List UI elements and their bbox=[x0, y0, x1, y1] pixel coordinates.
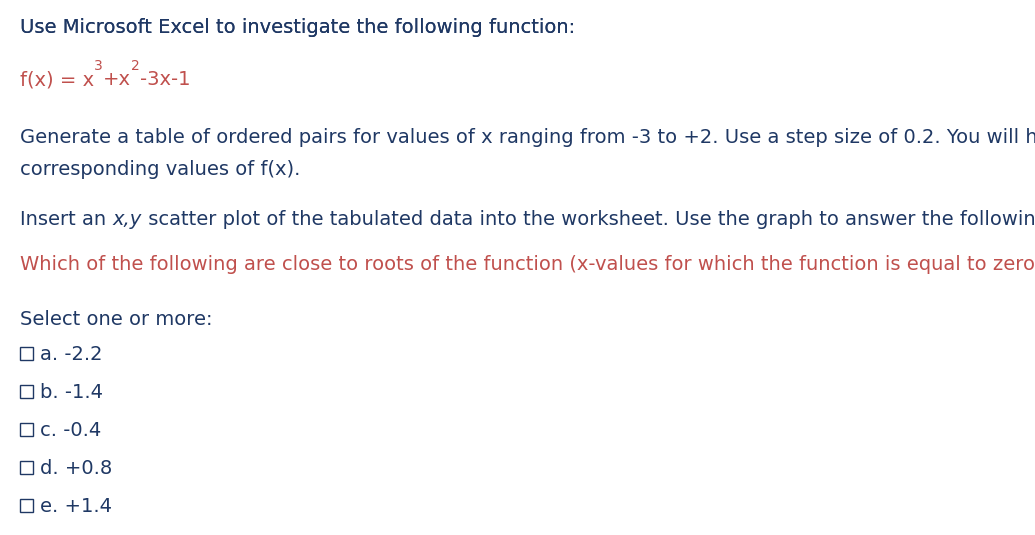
Text: x,y: x,y bbox=[113, 210, 142, 229]
Bar bbox=[20, 347, 33, 360]
Text: Use Microsoft Excel to investigate the following function:: Use Microsoft Excel to investigate the f… bbox=[20, 18, 575, 37]
Text: corresponding values of f(x).: corresponding values of f(x). bbox=[20, 160, 300, 179]
Text: scatter plot of the tabulated data into the worksheet. Use the graph to answer t: scatter plot of the tabulated data into … bbox=[142, 210, 1035, 229]
Bar bbox=[20, 499, 33, 512]
Text: Which of the following are close to roots of the function (x-values for which th: Which of the following are close to root… bbox=[20, 255, 1035, 274]
Text: b. -1.4: b. -1.4 bbox=[40, 383, 104, 402]
Text: f(x) = x: f(x) = x bbox=[20, 70, 94, 89]
Bar bbox=[20, 385, 33, 398]
Text: d. +0.8: d. +0.8 bbox=[40, 459, 112, 478]
Text: Insert an: Insert an bbox=[20, 210, 113, 229]
Text: -3x-1: -3x-1 bbox=[140, 70, 190, 89]
Text: +x: +x bbox=[102, 70, 130, 89]
Text: c. -0.4: c. -0.4 bbox=[40, 421, 101, 440]
Text: Select one or more:: Select one or more: bbox=[20, 310, 212, 329]
Bar bbox=[20, 423, 33, 436]
Text: Generate a table of ordered pairs for values of x ranging from -3 to +2. Use a s: Generate a table of ordered pairs for va… bbox=[20, 128, 1035, 147]
Text: e. +1.4: e. +1.4 bbox=[40, 497, 112, 516]
Text: 3: 3 bbox=[94, 58, 102, 73]
Text: a. -2.2: a. -2.2 bbox=[40, 345, 102, 364]
Text: 2: 2 bbox=[130, 58, 140, 73]
Bar bbox=[20, 461, 33, 474]
Text: Use Microsoft Excel to investigate the following function:: Use Microsoft Excel to investigate the f… bbox=[20, 18, 575, 37]
